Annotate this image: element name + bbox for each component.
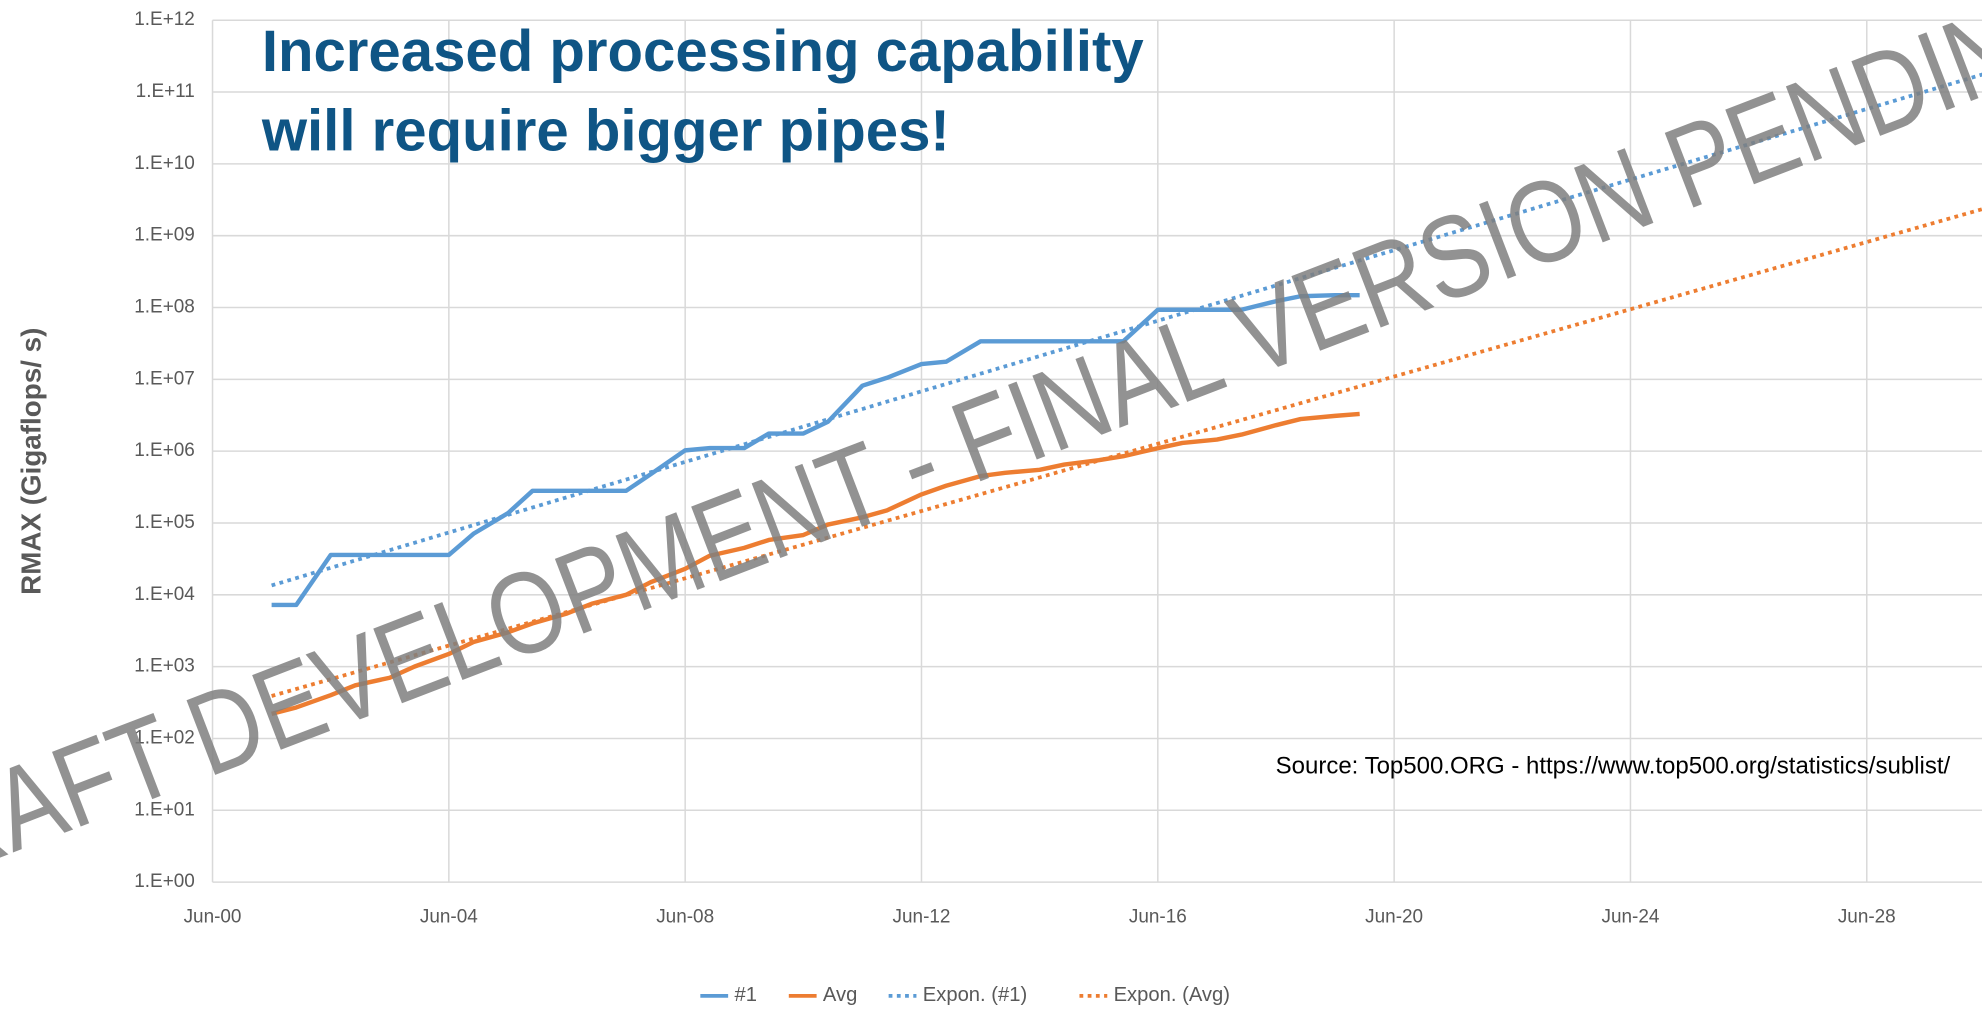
x-tick-label: Jun-12 [893, 906, 951, 927]
series-line [271, 292, 1360, 608]
title-line: Increased processing capability [262, 19, 1145, 84]
y-tick-label: 1.E+00 [134, 871, 195, 892]
x-tick-label: Jun-00 [184, 906, 242, 927]
y-axis-label: RMAX (Gigaflops/ s) [15, 328, 46, 595]
y-tick-label: 1.E+05 [134, 512, 195, 533]
y-tick-label: 1.E+07 [134, 368, 195, 389]
plot [271, 72, 1982, 716]
series-line [271, 411, 1360, 716]
legend-label: Expon. (#1) [923, 984, 1027, 1006]
y-tick-label: 1.E+08 [134, 297, 195, 318]
legend-label: Expon. (Avg) [1114, 984, 1230, 1006]
y-tick-label: 1.E+10 [134, 153, 195, 174]
x-tick-label: Jun-28 [1838, 906, 1896, 927]
series-line [271, 207, 1982, 698]
legend-label: Avg [823, 984, 857, 1006]
y-tick-label: 1.E+02 [134, 727, 195, 748]
x-tick-label: Jun-04 [420, 906, 478, 927]
y-tick-label: 1.E+01 [134, 799, 195, 820]
source-note: Source: Top500.ORG - https://www.top500.… [1276, 752, 1951, 779]
y-tick-label: 1.E+06 [134, 440, 195, 461]
y-tick-label: 1.E+12 [134, 9, 195, 30]
x-tick-label: Jun-16 [1129, 906, 1187, 927]
x-tick-label: Jun-20 [1365, 906, 1423, 927]
x-tick-label: Jun-08 [656, 906, 714, 927]
y-tick-label: 1.E+03 [134, 656, 195, 677]
y-tick-label: 1.E+04 [134, 584, 195, 605]
title-line: will require bigger pipes! [261, 99, 950, 164]
grid: 1.E+00 1.E+01 1.E+02 1.E+03 1.E+04 1.E+05 1.E+… [134, 9, 1982, 927]
x-tick-label: Jun-24 [1602, 906, 1660, 927]
y-tick-label: 1.E+09 [134, 225, 195, 246]
legend: #1 Avg Expon. (#1) Expon. (Avg) [700, 984, 1230, 1006]
series-line [271, 72, 1982, 588]
y-tick-label: 1.E+11 [136, 81, 195, 102]
legend-label: #1 [734, 984, 756, 1006]
